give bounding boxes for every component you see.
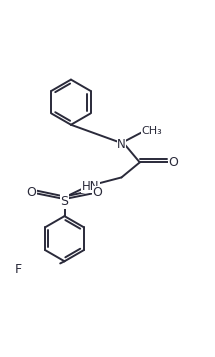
Text: O: O [168,156,178,169]
Text: CH₃: CH₃ [141,126,162,136]
Text: F: F [15,263,22,276]
Text: HN: HN [81,180,99,193]
Text: N: N [117,138,126,151]
Text: O: O [92,186,102,200]
Text: O: O [27,186,37,200]
Text: S: S [60,195,69,208]
